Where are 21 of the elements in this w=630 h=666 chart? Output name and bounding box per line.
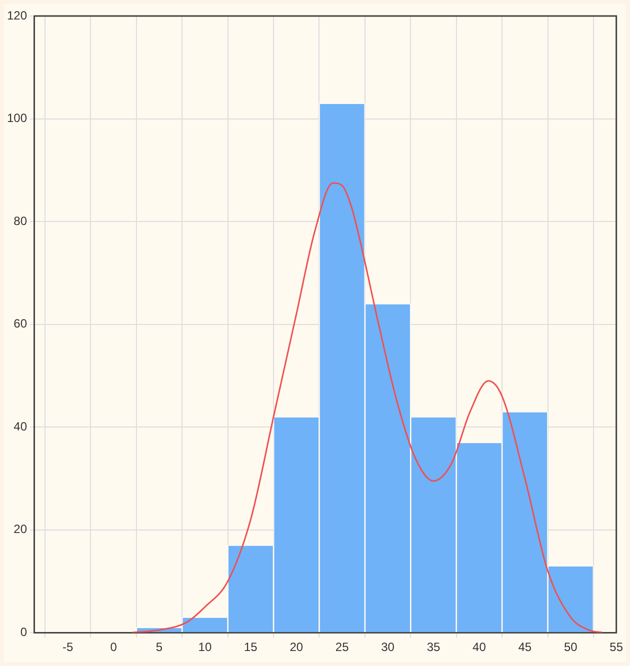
x-tick-label: 25 (335, 640, 350, 654)
x-tick-label: 35 (426, 640, 440, 654)
y-tick-label: 120 (6, 8, 28, 22)
x-tick-label: -5 (62, 640, 74, 654)
line-series (131, 182, 604, 633)
y-tick-label: 80 (14, 214, 28, 228)
y-tick-label: 20 (14, 522, 28, 536)
x-tick-label: 30 (381, 640, 395, 654)
x-tick-label: 55 (610, 640, 624, 654)
x-tick-label: 10 (198, 640, 212, 654)
y-tick-label: 40 (14, 419, 28, 434)
x-tick-label: 15 (244, 640, 258, 654)
x-tick-label: 20 (290, 640, 304, 654)
y-tick-label: 0 (20, 624, 28, 639)
x-tick-label: 0 (110, 640, 118, 654)
x-tick-label: 5 (156, 640, 163, 654)
x-tick-label: 45 (518, 640, 532, 654)
y-tick-label: 60 (14, 316, 28, 331)
y-tick-label: 100 (6, 111, 28, 126)
x-tick-label: 50 (564, 640, 578, 654)
x-tick-label: 40 (472, 640, 486, 654)
